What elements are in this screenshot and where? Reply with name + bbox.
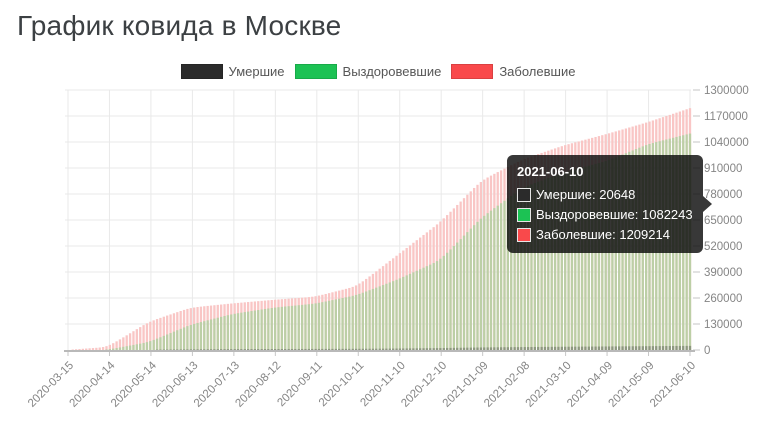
y-axis-labels: 0 130000 260000 390000 520000 650000 780000 910… — [704, 85, 749, 357]
svg-text:0: 0 — [704, 345, 710, 357]
tooltip-text-infected: Заболевшие: 1209214 — [536, 226, 670, 242]
tooltip-row-infected: Заболевшие: 1209214 — [517, 226, 693, 244]
legend-item-deaths[interactable]: Умершие — [180, 63, 285, 79]
svg-text:1300000: 1300000 — [704, 85, 749, 97]
svg-text:650000: 650000 — [704, 215, 742, 227]
tooltip-text-recovered: Выздоровевшие: 1082243 — [536, 206, 693, 222]
tooltip-caret — [702, 195, 712, 212]
tooltip-text-deaths: Умершие: 20648 — [536, 186, 636, 202]
svg-text:390000: 390000 — [704, 267, 742, 279]
svg-text:910000: 910000 — [704, 163, 742, 175]
legend-swatch-infected — [451, 63, 494, 79]
svg-text:260000: 260000 — [704, 293, 742, 305]
tooltip-row-deaths: Умершие: 20648 — [517, 186, 693, 204]
tooltip-box-infected — [517, 227, 531, 242]
bars-series — [155, 345, 692, 350]
x-axis-labels: 2020-03-152020-04-142020-05-142020-06-13… — [26, 359, 698, 410]
chart-tooltip: 2021-06-10 Умершие: 20648 Выздоровевшие:… — [507, 155, 712, 253]
chart-legend: Умершие Выздоровевшие Заболевшие — [0, 62, 756, 80]
page-title: График ковида в Москве — [17, 10, 342, 41]
tooltip-row-recovered: Выздоровевшие: 1082243 — [517, 206, 693, 224]
tooltip-box-recovered — [517, 207, 531, 222]
legend-swatch-recovered — [294, 63, 337, 79]
legend-label-recovered: Выздоровевшие — [342, 63, 442, 79]
legend-label-deaths: Умершие — [228, 63, 285, 79]
svg-text:1170000: 1170000 — [704, 111, 748, 123]
svg-text:130000: 130000 — [704, 319, 742, 331]
legend-item-infected[interactable]: Заболевшие — [451, 63, 576, 79]
legend-swatch-deaths — [180, 63, 223, 79]
legend-item-recovered[interactable]: Выздоровевшие — [294, 63, 442, 79]
svg-text:520000: 520000 — [704, 241, 742, 253]
tooltip-box-deaths — [517, 187, 531, 202]
svg-text:780000: 780000 — [704, 189, 742, 201]
svg-text:1040000: 1040000 — [704, 137, 749, 149]
legend-label-infected: Заболевшие — [499, 63, 576, 79]
tooltip-date: 2021-06-10 — [517, 164, 584, 179]
